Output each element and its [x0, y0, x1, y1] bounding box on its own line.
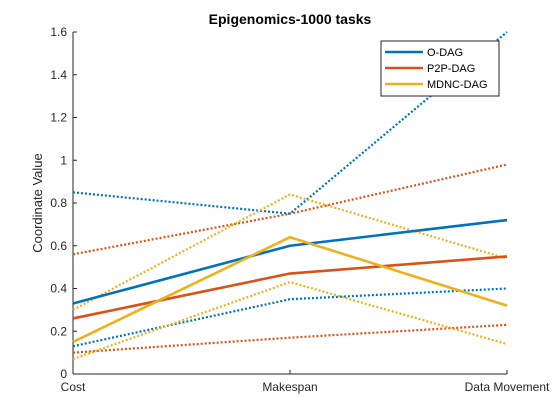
series-line-o-dag	[72, 218, 508, 305]
y-axis-label: Coordinate Value	[30, 153, 45, 253]
dotted-series-line	[72, 163, 508, 256]
y-tick-label: 0.6	[50, 239, 67, 253]
dotted-series-line	[72, 323, 508, 354]
series-layer	[72, 31, 508, 361]
dotted-series-line	[72, 280, 508, 361]
series-line-mdnc-dag	[72, 235, 508, 344]
x-tick-label: Makespan	[262, 380, 317, 394]
legend-label: MDNC-DAG	[427, 79, 488, 91]
y-tick-label: 0.4	[50, 282, 67, 296]
x-tick-label: Cost	[61, 380, 86, 394]
legend: O-DAG P2P-DAG MDNC-DAG	[380, 40, 500, 97]
dotted-series-line	[72, 193, 508, 311]
axes: 0 0.2 0.4 0.6 0.8 1 1.2 1.4 1.6 Cost Makespan Data …	[50, 25, 550, 394]
y-tick-label: 1.4	[50, 68, 67, 82]
y-tick-label: 0.8	[50, 196, 67, 210]
y-tick-label: 1.6	[50, 25, 67, 39]
legend-label: O-DAG	[427, 47, 463, 59]
chart-title: Epigenomics-1000 tasks	[209, 11, 372, 27]
y-tick-label: 1.2	[50, 111, 67, 125]
y-tick-label: 0.2	[50, 324, 67, 338]
y-tick-label: 1	[60, 153, 67, 167]
dotted-series-line	[72, 31, 508, 215]
legend-label: P2P-DAG	[427, 63, 475, 75]
series-line-p2p-dag	[72, 255, 508, 320]
x-tick-label: Data Movement	[465, 380, 550, 394]
y-tick-label: 0	[60, 367, 67, 381]
